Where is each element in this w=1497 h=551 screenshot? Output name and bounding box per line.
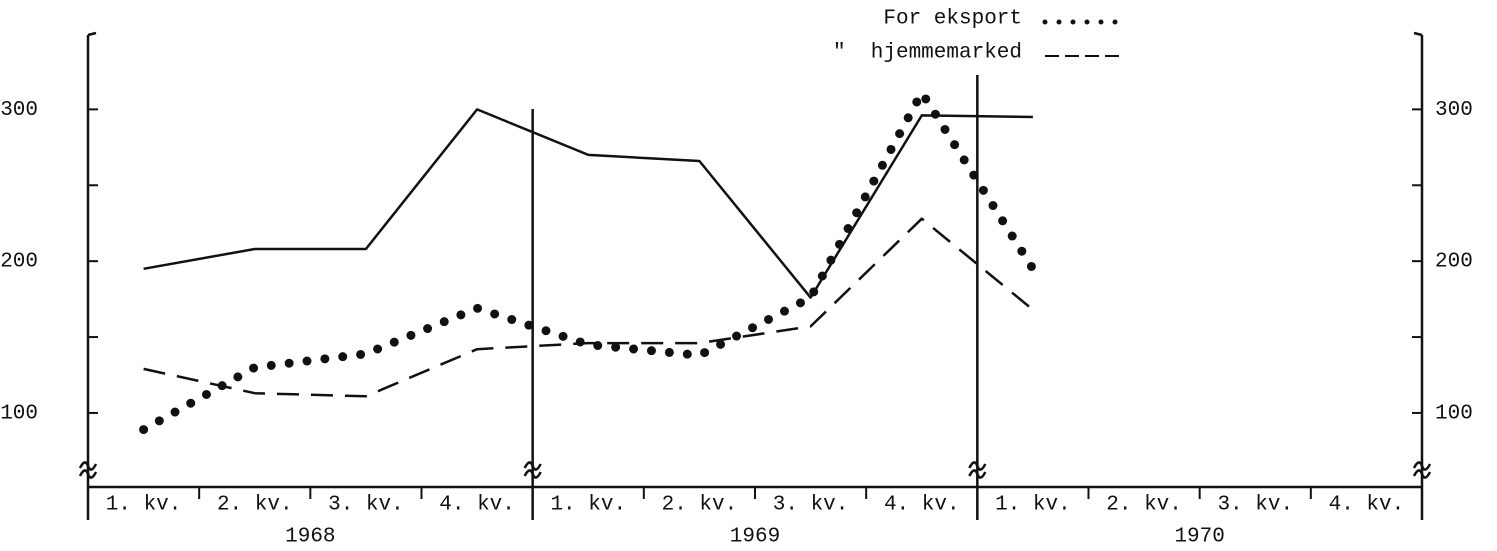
series-line (143, 108, 1033, 299)
x-tick-label: 2. kv. (217, 494, 293, 517)
x-tick-label: 3. kv. (773, 494, 849, 517)
axis-cap (87, 31, 97, 37)
axis-break (78, 461, 98, 479)
x-tick-label: 4. kv. (439, 494, 515, 517)
axis-break (1412, 461, 1432, 479)
y-tick-label: 300 (0, 99, 38, 122)
series-line (139, 88, 1038, 435)
series-line (143, 217, 1034, 398)
x-tick-label: 4. kv. (1329, 494, 1405, 517)
year-label: 1969 (730, 526, 780, 549)
legend-label: For eksport (883, 8, 1022, 31)
x-tick-label: 2. kv. (1106, 494, 1182, 517)
axis-break (523, 461, 542, 479)
x-tick-label: 3. kv. (1217, 494, 1293, 517)
axis-cap (1413, 31, 1423, 37)
y-tick-label: 300 (1435, 99, 1473, 122)
year-label: 1970 (1174, 526, 1224, 549)
x-tick-label: 1. kv. (550, 494, 626, 517)
y-tick-label: 200 (1435, 251, 1473, 274)
x-tick-label: 1. kv. (995, 494, 1071, 517)
y-tick-label: 100 (0, 402, 38, 425)
axis-break (968, 461, 987, 479)
x-tick-label: 4. kv. (884, 494, 960, 517)
year-label: 1968 (285, 526, 335, 549)
x-tick-label: 1. kv. (106, 494, 182, 517)
y-tick-label: 200 (0, 251, 38, 274)
y-tick-label: 100 (1435, 402, 1473, 425)
x-tick-label: 2. kv. (662, 494, 738, 517)
legend-label: " hjemmemarked (833, 42, 1022, 65)
x-tick-label: 3. kv. (328, 494, 404, 517)
